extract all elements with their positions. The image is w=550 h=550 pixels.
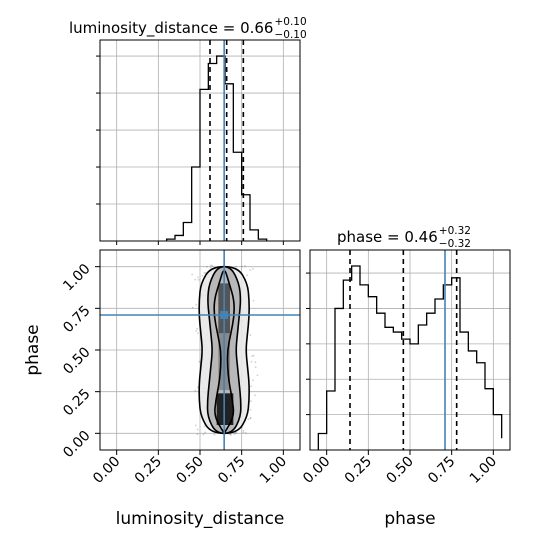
sample-point [191,306,194,309]
sample-point [235,431,238,434]
sample-point [249,334,252,337]
sample-point [194,389,197,392]
sample-point [194,424,197,427]
histogram-step [166,55,268,241]
axes-frame [99,39,301,242]
tick-label-x: 0.50 [173,454,206,487]
sample-point [202,433,205,436]
sample-point [247,418,250,421]
sample-point [250,360,253,363]
sample-point [196,386,199,389]
axes-frame [99,249,301,451]
sample-point [203,425,206,428]
tick-label-y: 0.50 [60,344,93,377]
tick-label-x: 0.25 [132,454,165,487]
title-luminosity-distance: luminosity_distance = 0.66 [69,19,273,38]
sample-point [254,394,256,397]
sample-point [252,299,255,302]
tick-label-x: 0.00 [300,454,333,487]
sample-point [203,271,206,274]
sample-point [230,434,232,436]
sample-point [209,264,212,267]
sample-point [250,385,253,388]
sample-point [201,274,204,277]
tick-label-x: 0.75 [425,454,458,487]
sample-point [246,274,248,277]
panel-phase-histogram: 0.00 0.25 0.50 0.75 1.00 [300,249,511,487]
tick-label-y: 0.75 [60,303,93,336]
tick-label-x: 0.50 [383,454,416,487]
sample-point [240,265,243,268]
sample-point [197,276,199,279]
sample-point [196,327,199,330]
sample-point [251,355,254,358]
sample-point [249,417,252,420]
tick-label-x: 1.00 [467,454,500,487]
sample-point [254,361,257,364]
title-phase-plus: +0.32 [439,225,471,237]
sample-point [196,433,199,436]
sample-point [250,400,252,403]
sample-point [197,278,200,281]
tick-label-y: 0.25 [60,386,93,419]
axes-frame [309,249,511,451]
title-luminosity-distance-plus: +0.10 [274,16,306,28]
sample-point [195,304,198,306]
sample-point [249,269,252,271]
tick-label-y: 0.00 [60,428,93,461]
sample-point [244,265,246,267]
xlabel-luminosity-distance: luminosity_distance [116,509,285,529]
sample-point [191,273,194,276]
sample-point [196,428,199,431]
sample-point [194,278,197,281]
sample-point [213,433,216,436]
title-phase-minus: −0.32 [439,238,471,250]
tick-label-x: 1.00 [257,454,290,487]
sample-point [256,374,259,377]
ylabel-phase: phase [23,324,43,375]
histogram-step [317,265,503,450]
tick-label-y: 1.00 [60,261,93,294]
sample-point [198,360,201,363]
tick-label-x: 0.00 [90,454,123,487]
sample-point [195,330,198,332]
truth-marker [220,311,229,319]
sample-point [209,266,212,269]
sample-point [249,408,252,411]
sample-point [228,433,231,436]
sample-point [249,416,252,419]
title-phase: phase = 0.46 [337,228,438,246]
sample-point [254,366,257,369]
sample-point [242,429,245,432]
sample-point [235,265,238,268]
sample-point [252,268,254,270]
tick-label-x: 0.25 [342,454,375,487]
title-luminosity-distance-minus: −0.10 [274,29,306,41]
xlabel-phase: phase [384,509,435,529]
sample-point [197,332,199,335]
sample-point [211,264,214,267]
sample-point [233,433,236,436]
sample-point [206,265,208,268]
tick-label-x: 0.75 [215,454,248,487]
density-core-low [216,393,234,425]
panel-luminosity-distance-histogram [96,39,301,245]
sample-point [242,431,245,434]
sample-point [244,431,247,434]
sample-point [251,379,254,382]
sample-point [252,354,255,357]
panel-2d-density: 0.00 0.25 0.50 0.75 1.000.000.250.500.751.00 [60,249,301,487]
sample-point [204,431,207,434]
sample-point [234,432,237,434]
